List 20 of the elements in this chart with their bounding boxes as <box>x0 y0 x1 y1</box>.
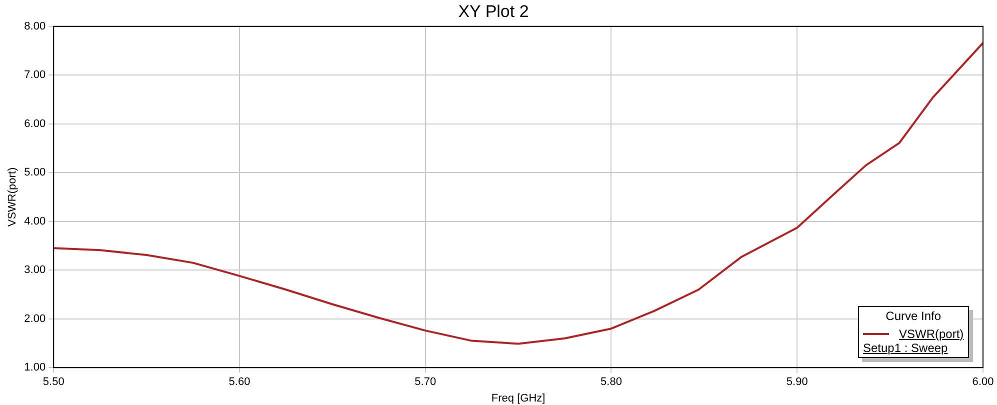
chart-title: XY Plot 2 <box>458 2 529 21</box>
y-tick-label: 3.00 <box>24 264 46 276</box>
x-tick-label: 6.00 <box>972 376 994 388</box>
y-tick-label: 1.00 <box>24 362 46 374</box>
legend-title: Curve Info <box>884 308 942 323</box>
y-tick-label: 5.00 <box>24 166 46 179</box>
annotation: Setup1 : Sweep <box>863 340 949 355</box>
x-axis-title: Freq [GHz] <box>491 392 546 404</box>
legend-label: VSWR(port) <box>899 326 964 341</box>
x-tick-label: 5.60 <box>228 376 250 388</box>
x-tick-label: 5.70 <box>414 376 436 388</box>
y-tick-label: 4.00 <box>24 215 46 228</box>
y-tick-label: 7.00 <box>24 69 46 82</box>
x-tick-label: 5.90 <box>786 376 808 388</box>
x-tick-label: 5.80 <box>600 376 622 388</box>
y-tick-label: 6.00 <box>24 118 46 130</box>
y-axis-title: VSWR(port) <box>6 167 19 227</box>
x-tick-label: 5.50 <box>42 376 64 388</box>
y-tick-label: 2.00 <box>24 312 46 325</box>
y-tick-label: 8.00 <box>24 20 46 32</box>
